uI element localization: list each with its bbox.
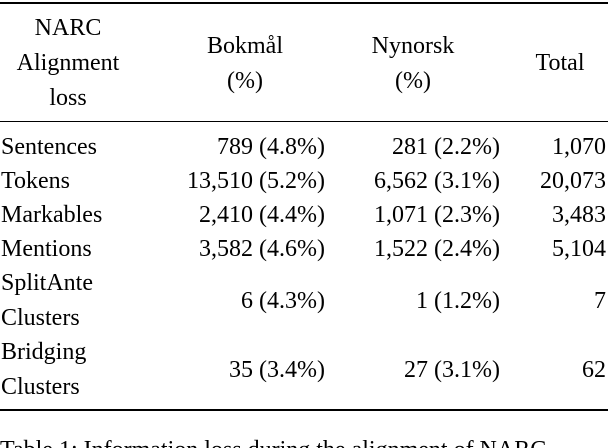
- header-cell: NARC: [34, 15, 102, 41]
- cell: 3,582 (4.6%): [199, 236, 325, 262]
- cell: 7: [594, 287, 606, 314]
- cell: 3,483: [552, 202, 606, 228]
- cell: 6,562 (3.1%): [374, 168, 500, 194]
- caption: Table 1: Information loss during the ali…: [0, 438, 546, 448]
- cell: 1,071 (2.3%): [374, 202, 500, 228]
- cell: 2,410 (4.4%): [199, 202, 325, 228]
- cell: 281 (2.2%): [392, 134, 500, 160]
- cell: 1,070: [552, 134, 606, 160]
- row-label: SplitAnte: [1, 270, 94, 296]
- mid-rule: [0, 121, 608, 122]
- row-label: Clusters: [1, 374, 80, 400]
- header-cell: Alignment: [16, 50, 120, 76]
- bottom-rule: [0, 409, 608, 411]
- row-label: Bridging: [1, 339, 87, 365]
- cell: 6 (4.3%): [241, 287, 325, 314]
- cell: 20,073: [540, 168, 606, 194]
- header-cell: Nynorsk: [371, 32, 455, 59]
- cell: 62: [582, 356, 606, 383]
- header-cell: (%): [227, 67, 263, 94]
- row-label: Clusters: [1, 305, 80, 331]
- cell: 5,104: [552, 236, 606, 262]
- cell: 13,510 (5.2%): [187, 168, 325, 194]
- top-rule: [0, 2, 608, 4]
- cell: 1,522 (2.4%): [374, 236, 500, 262]
- cell: 1 (1.2%): [416, 287, 500, 314]
- row-label: Tokens: [1, 168, 70, 194]
- header-cell: (%): [395, 67, 431, 94]
- row-label: Sentences: [1, 134, 97, 160]
- row-label: Markables: [1, 202, 103, 228]
- row-label: Mentions: [1, 236, 92, 262]
- cell: 789 (4.8%): [217, 134, 325, 160]
- header-cell: loss: [49, 85, 87, 111]
- cell: 27 (3.1%): [404, 356, 500, 383]
- header-cell: Total: [535, 50, 585, 76]
- header-cell: Bokmål: [207, 32, 283, 59]
- cell: 35 (3.4%): [229, 356, 325, 383]
